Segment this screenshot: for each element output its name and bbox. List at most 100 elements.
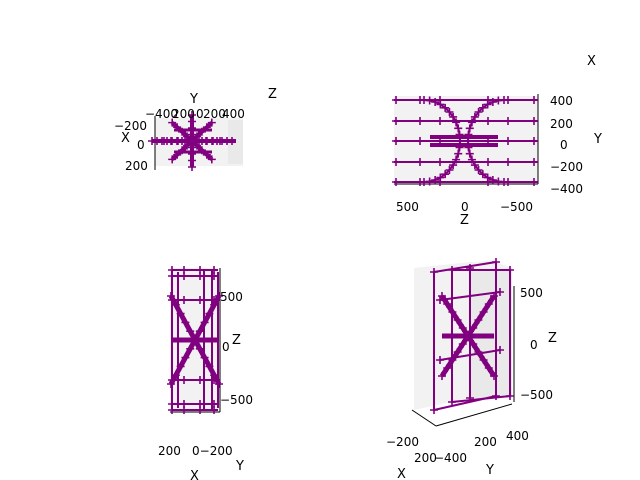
subplot-isometric-view: 500 0 −500 −200 200 −400 200 400 Z X Y — [386, 258, 557, 480]
center-x-marker — [474, 348, 483, 356]
center-x-marker — [215, 380, 223, 388]
center-x-marker — [490, 292, 498, 300]
rail-marker — [484, 158, 492, 166]
tick-bottom-x-1: 200 — [414, 451, 437, 465]
frame-marker — [168, 406, 176, 414]
axis-label-z: Z — [460, 213, 469, 228]
center-x-marker — [171, 371, 180, 380]
center-x-marker — [443, 364, 452, 372]
rail-marker — [530, 96, 538, 104]
cage-marker — [492, 392, 500, 400]
tick-right-2: −500 — [220, 393, 253, 407]
rail-marker — [392, 96, 400, 104]
cage-marker — [496, 288, 504, 296]
tick-left-0: −200 — [114, 119, 147, 133]
tick-right-1: 0 — [222, 340, 230, 354]
center-x-marker — [438, 372, 446, 380]
center-x-marker — [453, 348, 462, 356]
tick-top-4: 400 — [222, 107, 245, 121]
tick-bottom-y-0: 200 — [474, 435, 497, 449]
tick-bottom-x-0: −200 — [386, 435, 419, 449]
center-x-marker — [176, 309, 185, 318]
axis-label-z: Z — [268, 87, 277, 102]
tick-top-2: 0 — [196, 107, 204, 121]
center-x-marker — [176, 362, 185, 371]
center-x-marker — [438, 292, 446, 300]
axis-label-x: X — [587, 54, 596, 69]
center-x-marker — [167, 292, 175, 300]
center-x-marker — [458, 324, 467, 332]
tick-right-0: 400 — [550, 94, 573, 108]
cage-marker — [466, 264, 474, 272]
frame-marker — [196, 296, 204, 304]
subplot-side-view: 500 0 −500 200 0−200 Z Y X — [158, 266, 253, 480]
center-x-marker — [215, 292, 223, 300]
center-x-marker — [205, 362, 214, 371]
arc-line — [467, 140, 505, 183]
cage-marker — [466, 394, 474, 402]
trajectory-marks-isometric — [430, 258, 514, 414]
frame-marker — [180, 296, 188, 304]
frame-marker — [180, 272, 188, 280]
axis-label-y: Y — [485, 463, 494, 478]
axis-label-x: X — [190, 469, 199, 480]
axis-line-bottom-y — [435, 403, 513, 427]
tick-right-0: 500 — [220, 290, 243, 304]
arc-line — [423, 99, 461, 142]
center-x-marker — [469, 340, 478, 348]
axis-label-y: Y — [593, 132, 602, 147]
tick-bottom-0: 200 — [158, 444, 181, 458]
cage-marker — [448, 398, 456, 406]
tick-bottom-x-2: −400 — [434, 451, 467, 465]
subplot-top-view: −400 200 0 200 400 −200 0 200 Y X Z — [114, 87, 277, 173]
rail-marker — [530, 117, 538, 125]
rail-marker — [416, 158, 424, 166]
cage-marker — [430, 406, 438, 414]
cage-marker — [448, 266, 456, 274]
frame-marker — [180, 376, 188, 384]
center-x-marker — [479, 308, 488, 316]
rail-marker — [392, 178, 400, 186]
frame-marker — [168, 272, 176, 280]
arc-line — [467, 99, 505, 142]
rail-marker — [530, 137, 538, 145]
frame-marker — [196, 272, 204, 280]
center-x-marker — [458, 340, 467, 348]
rail-marker — [392, 158, 400, 166]
center-x-marker — [453, 316, 462, 324]
tick-top-3: 200 — [203, 107, 226, 121]
rail-marker — [436, 158, 444, 166]
cage-marker — [430, 268, 438, 276]
star-marker — [207, 155, 216, 164]
center-x-marker — [186, 327, 195, 336]
center-x-marker — [200, 318, 209, 327]
cage-marker — [492, 258, 500, 266]
tick-left-2: 200 — [125, 159, 148, 173]
center-x-marker — [484, 300, 493, 308]
center-x-marker — [210, 371, 219, 380]
center-x-marker — [171, 300, 180, 309]
center-x-marker — [484, 364, 493, 372]
center-x-marker — [167, 380, 175, 388]
axis-label-y: Y — [189, 92, 198, 107]
pane-right — [470, 262, 512, 398]
rail-marker — [504, 117, 512, 125]
horizontal-bar-marker — [228, 137, 236, 145]
tick-top-1: 200 — [172, 107, 195, 121]
axis-label-x: X — [397, 467, 406, 480]
tick-right-0: 500 — [520, 286, 543, 300]
frame-marker — [210, 406, 218, 414]
cage-marker — [506, 266, 514, 274]
tick-right-1: 200 — [550, 117, 573, 131]
tick-bottom-1: 0−200 — [192, 444, 233, 458]
star-marker — [168, 118, 177, 127]
trajectory-marks-top — [148, 111, 236, 171]
center-x-marker — [205, 309, 214, 318]
cage-marker — [506, 392, 514, 400]
cage-rail — [451, 395, 511, 403]
rail-marker — [504, 137, 512, 145]
center-x-marker — [490, 372, 498, 380]
tick-right-1: 0 — [530, 338, 538, 352]
tick-bottom-2: −500 — [500, 200, 533, 214]
